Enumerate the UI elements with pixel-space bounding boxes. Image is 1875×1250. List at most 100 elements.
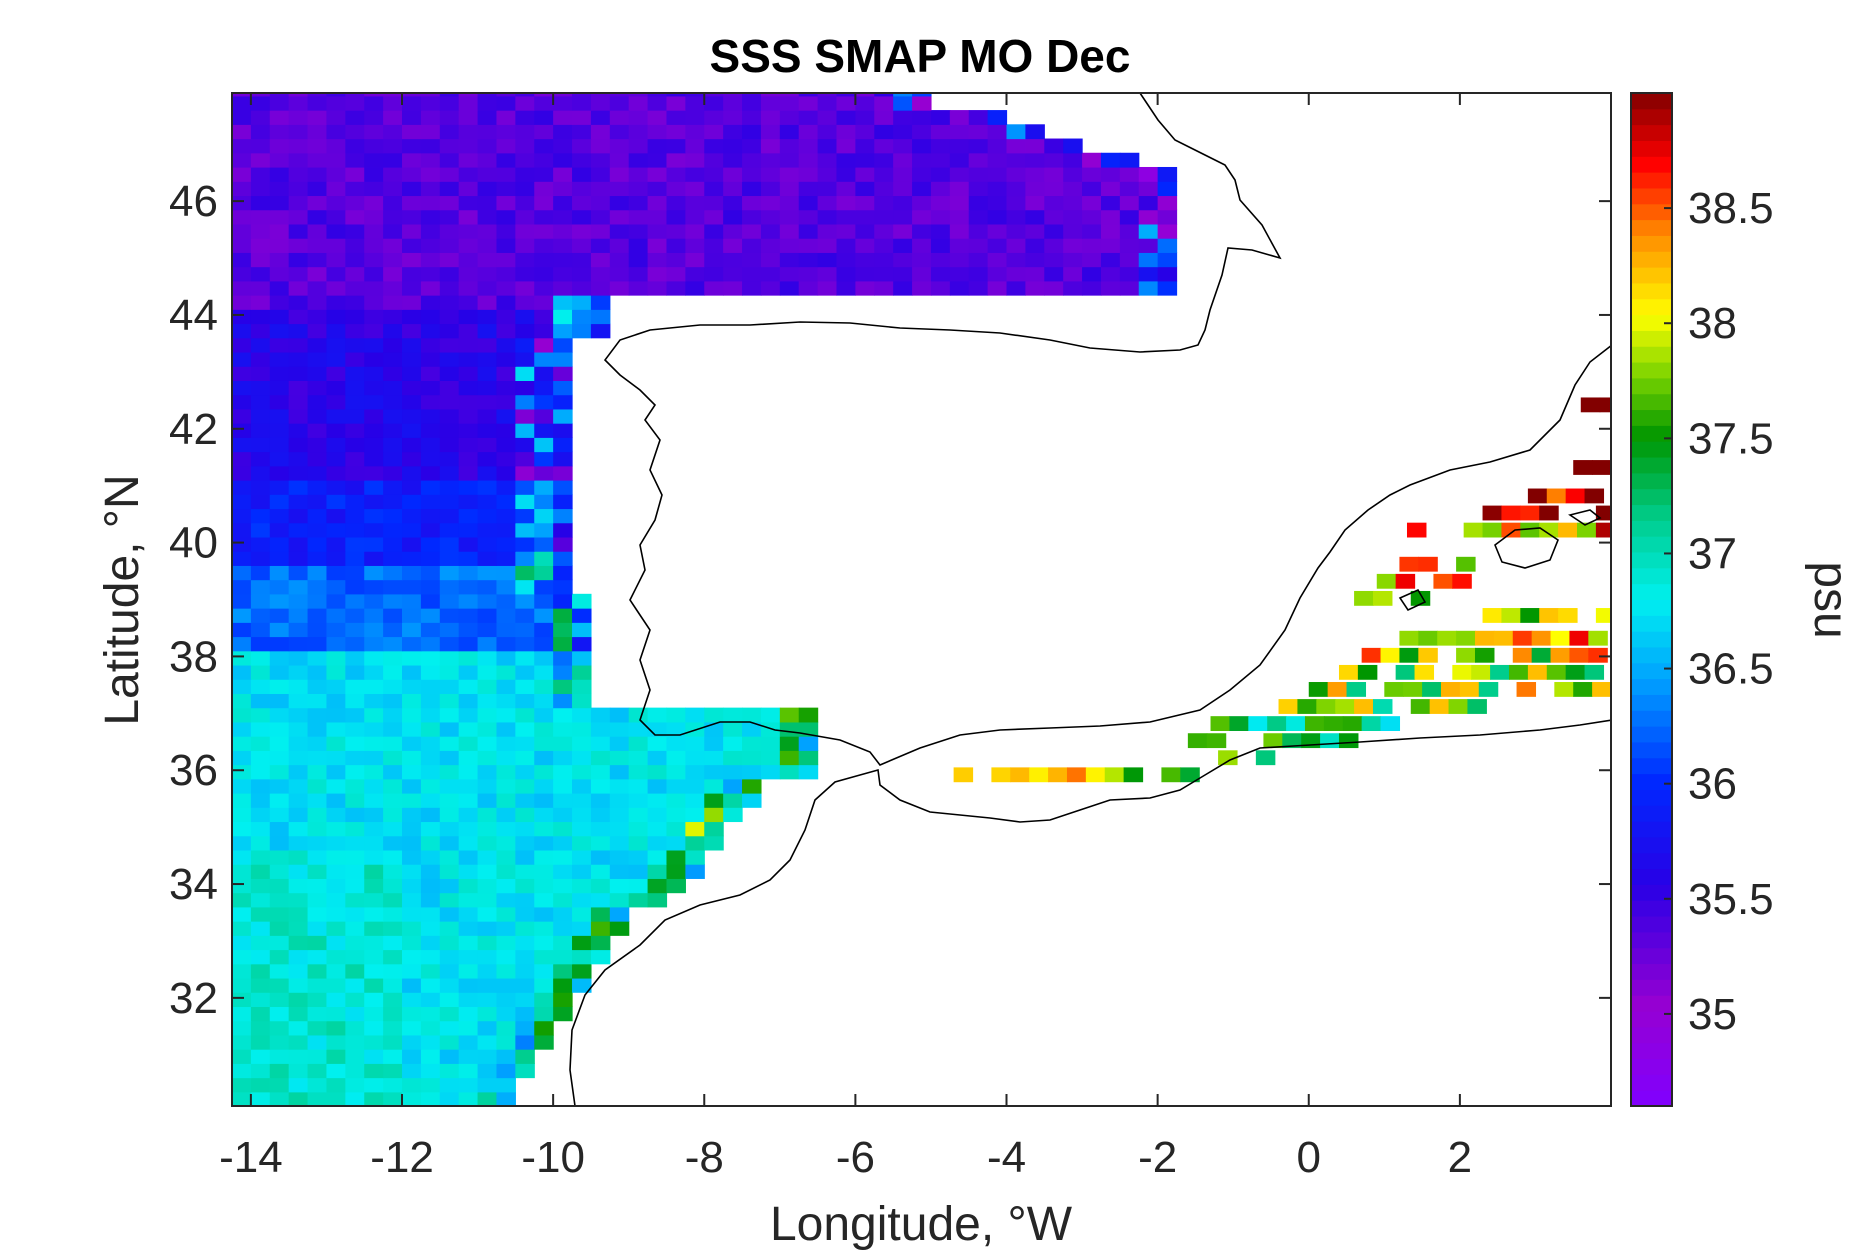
salinity-cell bbox=[609, 280, 630, 296]
salinity-cell bbox=[930, 252, 951, 268]
salinity-cell bbox=[609, 835, 630, 851]
salinity-cell bbox=[326, 807, 346, 823]
salinity-cell bbox=[288, 949, 309, 965]
salinity-cell bbox=[496, 1091, 516, 1106]
salinity-cell bbox=[307, 664, 328, 680]
salinity-cell bbox=[1100, 195, 1121, 211]
salinity-cell bbox=[477, 110, 498, 125]
salinity-cell bbox=[515, 693, 535, 709]
salinity-cell bbox=[364, 551, 384, 566]
salinity-cell bbox=[232, 1077, 252, 1093]
salinity-cell bbox=[402, 1077, 422, 1093]
salinity-cell bbox=[232, 707, 252, 723]
salinity-cell bbox=[609, 721, 630, 737]
salinity-cell bbox=[874, 124, 894, 140]
salinity-cell bbox=[685, 93, 705, 97]
salinity-cell bbox=[288, 465, 309, 481]
salinity-cell bbox=[760, 764, 781, 780]
salinity-cell bbox=[987, 138, 1008, 154]
salinity-cell bbox=[250, 380, 271, 396]
salinity-cell bbox=[1119, 223, 1140, 239]
salinity-cell bbox=[269, 878, 290, 894]
salinity-cell bbox=[420, 1034, 441, 1050]
salinity-cell bbox=[572, 138, 592, 154]
salinity-cell bbox=[383, 465, 403, 481]
salinity-cell bbox=[458, 238, 479, 253]
salinity-cell bbox=[723, 778, 743, 794]
salinity-cell bbox=[307, 764, 328, 780]
salinity-cell bbox=[779, 252, 800, 268]
salinity-cell bbox=[477, 736, 498, 751]
x-axis: -14 -12 -10 -8 -6 -4 -2 0 2 bbox=[219, 93, 1472, 1182]
salinity-cell bbox=[704, 93, 724, 97]
salinity-cell bbox=[666, 750, 686, 766]
salinity-cell bbox=[515, 337, 535, 353]
salinity-cell bbox=[949, 252, 970, 268]
salinity-cell bbox=[628, 835, 649, 851]
salinity-cell bbox=[364, 565, 384, 581]
salinity-cell bbox=[553, 835, 573, 851]
salinity-cell bbox=[572, 878, 592, 894]
salinity-cell bbox=[968, 266, 989, 282]
salinity-cell bbox=[760, 95, 781, 111]
salinity-cell bbox=[439, 522, 460, 538]
salinity-cell bbox=[723, 181, 743, 197]
coastline bbox=[569, 93, 1611, 1106]
salinity-cell bbox=[288, 209, 309, 225]
salinity-cell bbox=[1123, 767, 1144, 783]
salinity-cell bbox=[383, 878, 403, 894]
salinity-cell bbox=[402, 949, 422, 965]
salinity-cell bbox=[779, 93, 800, 97]
salinity-cell bbox=[307, 707, 328, 723]
salinity-cell bbox=[307, 323, 328, 339]
salinity-cell bbox=[1437, 630, 1457, 646]
salinity-cell bbox=[250, 195, 271, 211]
salinity-cell bbox=[383, 906, 403, 922]
salinity-cell bbox=[477, 622, 498, 638]
salinity-cell bbox=[742, 266, 762, 282]
salinity-cell bbox=[232, 1020, 252, 1036]
salinity-cell bbox=[326, 593, 346, 609]
salinity-cell bbox=[742, 707, 762, 723]
salinity-cell bbox=[647, 181, 668, 197]
salinity-cell bbox=[798, 166, 819, 182]
salinity-cell bbox=[817, 93, 838, 97]
salinity-cell bbox=[307, 138, 328, 154]
salinity-cell bbox=[269, 1034, 290, 1050]
salinity-cell bbox=[723, 792, 743, 808]
salinity-cell bbox=[458, 849, 479, 865]
salinity-cell bbox=[572, 593, 592, 609]
salinity-cell bbox=[760, 195, 781, 211]
salinity-cell bbox=[250, 593, 271, 609]
salinity-cell bbox=[269, 252, 290, 268]
salinity-cell bbox=[1501, 608, 1521, 623]
salinity-cell bbox=[534, 963, 554, 979]
salinity-cell bbox=[458, 93, 479, 97]
salinity-cell bbox=[496, 408, 516, 424]
salinity-cell bbox=[232, 494, 252, 510]
salinity-cell bbox=[590, 707, 611, 723]
salinity-cell bbox=[515, 664, 535, 680]
salinity-cell bbox=[1066, 767, 1087, 783]
salinity-cell bbox=[269, 821, 290, 837]
colorbar-band bbox=[1631, 330, 1672, 347]
salinity-cell bbox=[534, 679, 554, 695]
salinity-cell bbox=[402, 195, 422, 211]
salinity-cell bbox=[496, 864, 516, 879]
salinity-cell bbox=[250, 124, 271, 140]
salinity-cell bbox=[232, 380, 252, 396]
salinity-cell bbox=[609, 195, 630, 211]
salinity-cell bbox=[364, 693, 384, 709]
salinity-cell bbox=[250, 906, 271, 922]
salinity-cell bbox=[987, 124, 1008, 140]
colorbar-band bbox=[1631, 504, 1672, 521]
salinity-cell bbox=[572, 608, 592, 623]
salinity-cell bbox=[402, 1063, 422, 1079]
salinity-cell bbox=[987, 110, 1008, 125]
salinity-cell bbox=[572, 266, 592, 282]
salinity-cell bbox=[250, 93, 271, 97]
salinity-cell bbox=[685, 238, 705, 253]
salinity-cell bbox=[628, 223, 649, 239]
salinity-cell bbox=[288, 110, 309, 125]
salinity-cell bbox=[250, 437, 271, 453]
